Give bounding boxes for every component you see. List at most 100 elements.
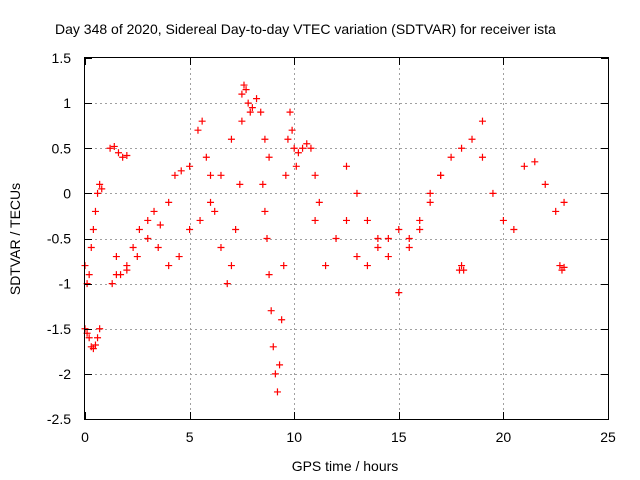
- data-point: [332, 235, 340, 242]
- data-point: [217, 171, 225, 179]
- data-point: [165, 262, 173, 270]
- x-tick-label: 15: [391, 429, 407, 445]
- data-point: [294, 149, 302, 157]
- x-tick-label: 10: [286, 429, 302, 445]
- data-point: [276, 361, 284, 369]
- data-point: [437, 171, 445, 179]
- series-track-c: [106, 142, 131, 161]
- y-tick-label: -0.5: [47, 231, 71, 247]
- data-point: [322, 262, 330, 270]
- data-point: [288, 126, 296, 134]
- data-point: [374, 235, 382, 242]
- data-point: [267, 307, 275, 315]
- data-point: [353, 189, 361, 197]
- data-point: [119, 153, 127, 161]
- data-point: [238, 90, 246, 98]
- series-track-d: [108, 162, 194, 288]
- data-point: [478, 117, 486, 125]
- data-point: [133, 253, 141, 261]
- data-point: [286, 108, 294, 116]
- data-point: [263, 235, 271, 242]
- data-point: [499, 216, 507, 224]
- data-point: [426, 189, 434, 197]
- data-point: [405, 235, 413, 242]
- data-point: [265, 271, 273, 279]
- data-point: [271, 370, 279, 378]
- data-point: [416, 225, 424, 233]
- data-point: [202, 153, 210, 161]
- data-point: [315, 198, 323, 206]
- data-point: [96, 325, 104, 333]
- data-point: [194, 126, 202, 134]
- data-point: [186, 225, 194, 233]
- series-track-f: [194, 117, 244, 288]
- data-point: [186, 162, 194, 170]
- data-point: [232, 225, 240, 233]
- data-point: [374, 244, 382, 252]
- data-point: [311, 216, 319, 224]
- data-point: [98, 185, 106, 193]
- data-point: [87, 244, 95, 252]
- data-point: [273, 388, 281, 396]
- series-track-k: [343, 117, 486, 252]
- data-point: [290, 144, 298, 152]
- data-point: [489, 189, 497, 197]
- x-tick-label: 0: [81, 429, 89, 445]
- y-tick-label: 1.5: [52, 50, 72, 66]
- data-point: [91, 207, 99, 215]
- data-point: [244, 99, 252, 107]
- series-track-i: [282, 108, 323, 206]
- data-point: [416, 216, 424, 224]
- data-point: [246, 108, 254, 116]
- data-point: [94, 334, 102, 342]
- data-point: [227, 262, 235, 270]
- data-point: [269, 343, 277, 351]
- data-point: [363, 262, 371, 270]
- data-point: [94, 189, 102, 197]
- grid-lines: [85, 58, 608, 419]
- data-point: [207, 198, 215, 206]
- series-track-j: [311, 171, 445, 297]
- data-point: [114, 149, 122, 157]
- data-point: [253, 95, 261, 103]
- data-point: [460, 266, 468, 274]
- axis-ticks: 0 5 10 15 20 25 -2.5 -2 -1.5 -1 -0.5 0 0.5 1 1.5: [47, 50, 616, 445]
- data-point: [311, 171, 319, 179]
- data-point: [227, 135, 235, 143]
- data-point: [156, 221, 164, 229]
- data-point: [108, 280, 116, 288]
- data-point: [129, 244, 137, 252]
- x-tick-label: 5: [186, 429, 194, 445]
- plot-frame: [84, 57, 609, 420]
- chart-title: Day 348 of 2020, Sidereal Day-to-day VTE…: [55, 21, 556, 37]
- series-track-e: [112, 117, 246, 279]
- data-point: [552, 207, 560, 215]
- data-point: [123, 151, 131, 159]
- data-point: [261, 135, 269, 143]
- data-point: [280, 262, 288, 270]
- data-point: [144, 235, 152, 242]
- data-point: [223, 280, 231, 288]
- y-tick-label: 1: [63, 95, 71, 111]
- data-point: [217, 244, 225, 252]
- data-point: [177, 167, 185, 175]
- data-point: [112, 253, 120, 261]
- data-point: [207, 171, 215, 179]
- data-point: [353, 253, 361, 261]
- data-point: [468, 135, 476, 143]
- data-point: [541, 180, 549, 188]
- data-point: [384, 235, 392, 242]
- series-track-h: [259, 180, 288, 396]
- data-point: [198, 117, 206, 125]
- x-tick-label: 20: [496, 429, 512, 445]
- data-point: [458, 262, 466, 270]
- data-point: [91, 341, 99, 349]
- x-axis-label: GPS time / hours: [292, 458, 399, 474]
- data-point: [478, 153, 486, 161]
- data-point: [89, 225, 97, 233]
- data-point: [363, 216, 371, 224]
- data-point: [257, 108, 265, 116]
- data-point: [307, 144, 315, 152]
- data-point: [242, 86, 250, 94]
